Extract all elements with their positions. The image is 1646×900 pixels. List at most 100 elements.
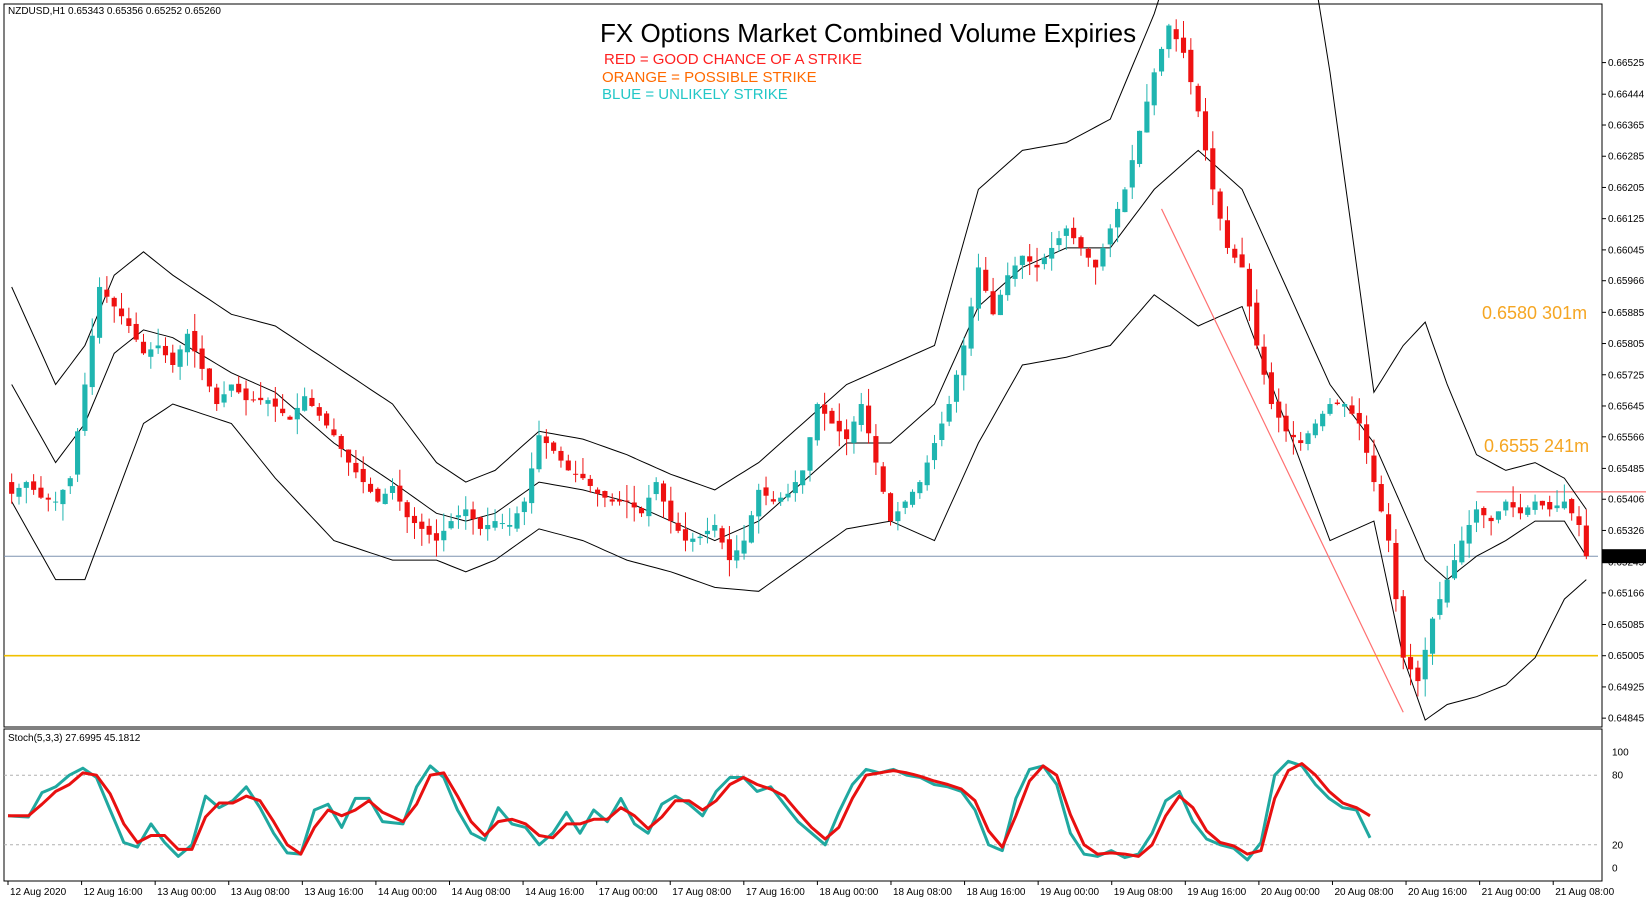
time-tick-label: 21 Aug 00:00 — [1482, 887, 1541, 898]
time-axis: 12 Aug 2020 12 Aug 16:00 13 Aug 00:00 13 Au… — [7, 881, 1615, 898]
time-tick-label: 20 Aug 00:00 — [1261, 887, 1320, 898]
candle-body — [521, 501, 527, 513]
candle-body — [1290, 434, 1296, 438]
price-tick-label: 0.66045 — [1608, 245, 1645, 256]
candle-body — [1166, 25, 1172, 50]
stoch-series-d-line — [8, 762, 1371, 858]
time-tick-label: 19 Aug 16:00 — [1187, 887, 1246, 898]
stoch-plot — [4, 759, 1598, 862]
candle-body — [485, 524, 491, 530]
candle-body — [1210, 148, 1216, 190]
candle-body — [426, 525, 432, 535]
candle-body — [909, 491, 916, 505]
candle-body — [1254, 302, 1260, 346]
candle-body — [477, 517, 483, 529]
candle-body — [448, 521, 454, 529]
candle-body — [250, 399, 256, 401]
price-tick-label: 0.66205 — [1608, 183, 1645, 194]
price-tick-label: 0.66125 — [1608, 214, 1645, 225]
candle-body — [140, 341, 147, 354]
candle-body — [353, 462, 359, 473]
candle-body — [1261, 346, 1267, 375]
candle-body — [1561, 501, 1567, 509]
candle-body — [858, 404, 864, 425]
candle-body — [214, 387, 220, 405]
candle-body — [756, 489, 762, 517]
candle-body — [1217, 191, 1223, 219]
time-tick-label: 14 Aug 00:00 — [378, 887, 437, 898]
candle-body — [1078, 237, 1084, 248]
candle-body — [499, 523, 505, 525]
candle-body — [1283, 415, 1289, 432]
candle-body — [507, 524, 513, 527]
candle-body — [1466, 524, 1472, 544]
price-tick-label: 0.64845 — [1608, 714, 1645, 725]
candle-body — [294, 407, 300, 420]
price-tick-label: 0.65566 — [1608, 432, 1645, 443]
stoch-axis: 100 80 20 0 — [1612, 748, 1629, 875]
time-tick-label: 18 Aug 00:00 — [819, 887, 878, 898]
candle-body — [104, 289, 110, 297]
candle-body — [1576, 516, 1582, 525]
candle-body — [529, 468, 535, 504]
candle-body — [1100, 247, 1106, 267]
candle-body — [968, 306, 974, 349]
candle-body — [206, 368, 212, 387]
candle-body — [895, 511, 901, 522]
time-tick-label: 13 Aug 08:00 — [231, 887, 290, 898]
candle-body — [155, 345, 161, 349]
trend-line — [1161, 208, 1404, 713]
candle-body — [1356, 412, 1362, 424]
candle-body — [866, 405, 872, 434]
time-tick-label: 12 Aug 2020 — [10, 887, 67, 898]
candle-body — [536, 435, 542, 470]
candle-body — [126, 318, 132, 326]
legend-red: RED = GOOD CHANCE OF A STRIKE — [604, 51, 862, 68]
candle-body — [411, 515, 418, 524]
candle-body — [741, 540, 747, 554]
candle-body — [1378, 484, 1384, 512]
candle-body — [939, 423, 945, 440]
bollinger-band-line — [11, 0, 1587, 510]
time-tick-label: 20 Aug 08:00 — [1334, 887, 1393, 898]
candle-body — [1386, 514, 1392, 541]
candle-body — [89, 335, 95, 388]
candle-body — [228, 384, 234, 391]
candle-body — [1195, 85, 1201, 112]
candle-body — [1232, 248, 1238, 258]
candle-body — [243, 388, 249, 401]
candle-body — [67, 478, 73, 487]
candle-body — [638, 508, 645, 514]
candle-body — [1371, 455, 1377, 483]
candle-body — [1224, 220, 1231, 248]
candle-body — [199, 348, 205, 369]
candle-body — [1444, 579, 1450, 603]
candle-body — [785, 493, 791, 498]
candle-body — [983, 269, 989, 291]
candle-body — [1481, 508, 1487, 516]
main-plot — [4, 0, 1646, 721]
candle-body — [602, 491, 608, 498]
main-panel-frame — [3, 3, 1603, 728]
candle-body — [704, 530, 711, 535]
price-tick-label: 0.65166 — [1608, 588, 1645, 599]
candle-body — [1188, 49, 1194, 83]
candle-body — [609, 499, 615, 502]
candle-body — [682, 529, 689, 541]
chart-title: FX Options Market Combined Volume Expiri… — [600, 18, 1136, 48]
candle-body — [514, 513, 520, 529]
candle-body — [60, 489, 66, 505]
candle-body — [595, 489, 601, 494]
candle-body — [118, 308, 125, 317]
candle-body — [1202, 111, 1209, 151]
candle-body — [1027, 256, 1033, 262]
candle-body — [1115, 208, 1121, 228]
candle-body — [397, 485, 403, 502]
candle-body — [565, 460, 571, 471]
candle-body — [1056, 238, 1062, 246]
candle-body — [1539, 500, 1545, 506]
candle-body — [1532, 501, 1538, 510]
candle-body — [1364, 424, 1370, 453]
candle-body — [382, 493, 388, 505]
current-price-box — [1602, 549, 1646, 564]
